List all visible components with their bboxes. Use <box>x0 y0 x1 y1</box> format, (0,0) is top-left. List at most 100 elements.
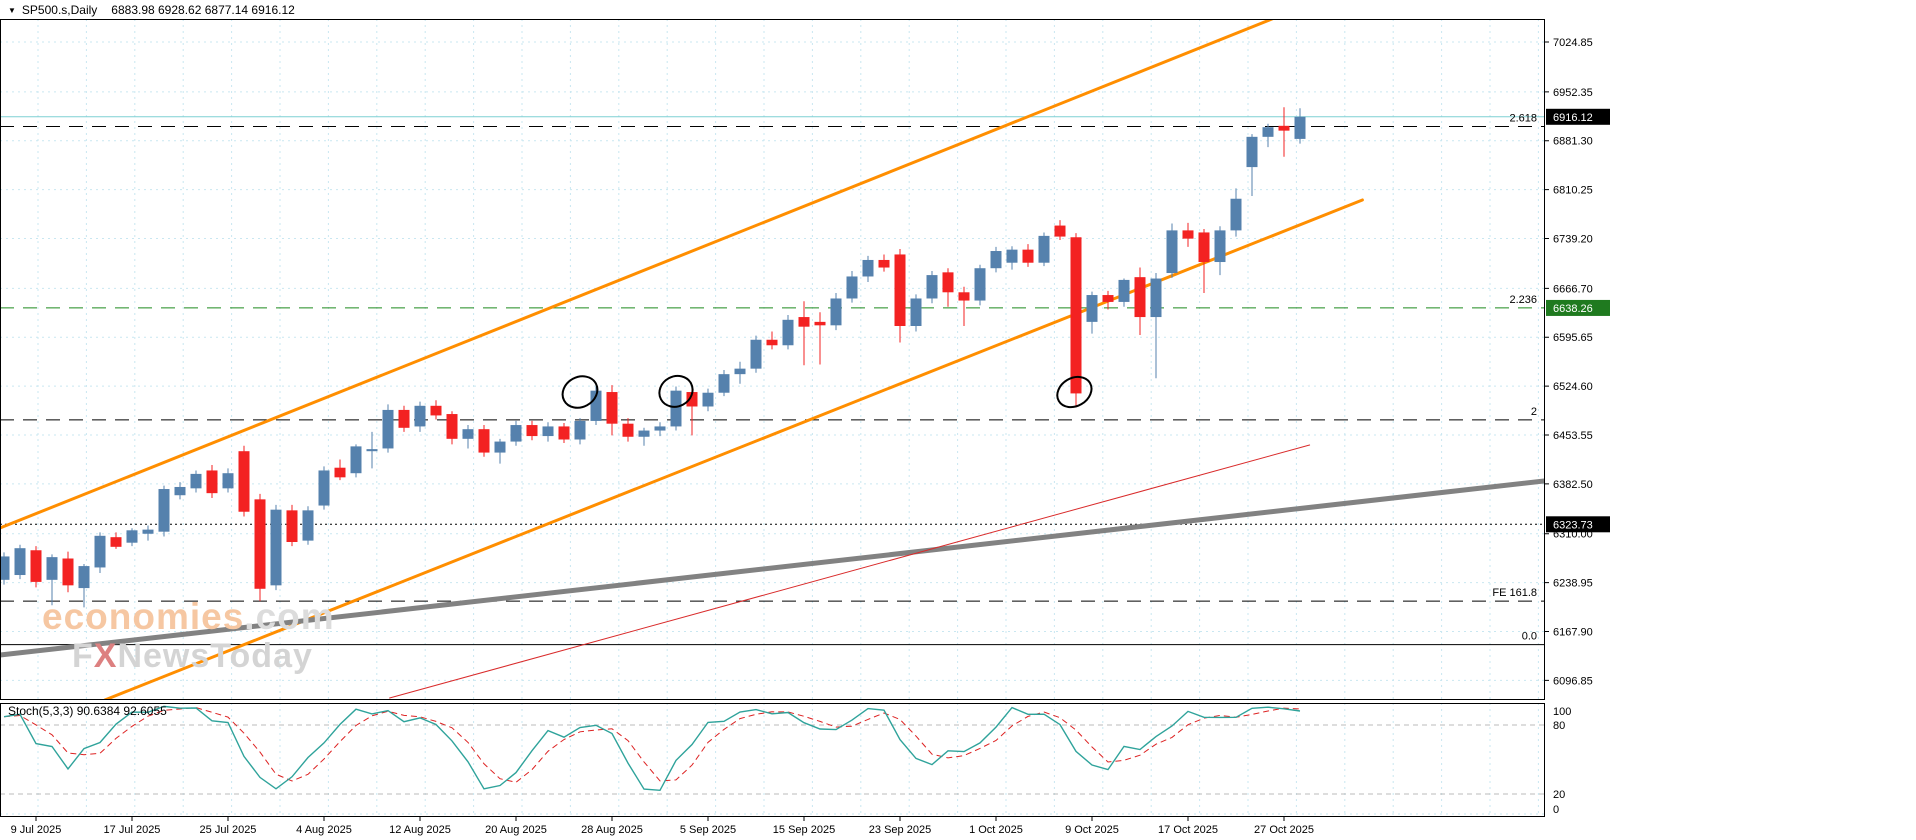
price-axis-label: 6952.35 <box>1553 87 1593 99</box>
candle-body <box>110 537 122 547</box>
candle-body <box>414 405 426 427</box>
candle-body <box>670 390 682 427</box>
candle-body <box>542 426 554 437</box>
candle-body <box>878 259 890 268</box>
level-price-box-green <box>1546 299 1610 316</box>
candle-body <box>814 321 826 326</box>
candle-body <box>526 425 538 437</box>
candle-body <box>942 272 954 293</box>
candle-body <box>910 298 922 326</box>
candle-body <box>654 426 666 431</box>
stoch-signal-line <box>3 707 1301 783</box>
date-label: 17 Oct 2025 <box>1158 824 1218 836</box>
current-price-box <box>1546 108 1610 125</box>
current-price-box-text: 6916.12 <box>1553 112 1593 124</box>
candle-body <box>1262 127 1274 137</box>
trendline-channel-lower[interactable] <box>103 198 1364 700</box>
grid-lines <box>0 19 1545 817</box>
candle-body <box>894 254 906 326</box>
candle-body <box>1054 225 1066 237</box>
candle-body <box>462 429 474 439</box>
candle-body <box>1086 295 1098 322</box>
date-label: 12 Aug 2025 <box>389 824 451 836</box>
candle-body <box>558 426 570 440</box>
candle-body <box>1246 136 1258 168</box>
candle-body <box>750 339 762 369</box>
ellipse-annotation[interactable] <box>1052 371 1097 413</box>
trendline-support-gray[interactable] <box>0 476 1588 658</box>
candle-body <box>126 530 138 543</box>
candle-body <box>510 425 522 442</box>
ellipse-annotations[interactable] <box>557 370 1097 414</box>
candle-body <box>270 509 282 586</box>
date-label: 23 Sep 2025 <box>869 824 931 836</box>
candle-body <box>974 268 986 301</box>
candle-body <box>446 414 458 439</box>
candle-body <box>1102 295 1114 302</box>
price-axis-label: 6595.65 <box>1553 332 1593 344</box>
candle-body <box>1278 125 1290 131</box>
date-label: 25 Jul 2025 <box>200 824 257 836</box>
price-axis-label: 6666.70 <box>1553 283 1593 295</box>
candle-body <box>0 556 10 580</box>
level-price-box-black-text: 6323.73 <box>1553 519 1593 531</box>
price-axis-label: 6382.50 <box>1553 479 1593 491</box>
ellipse-annotation[interactable] <box>654 370 698 412</box>
candle-body <box>430 405 442 416</box>
candle-body <box>494 441 506 453</box>
trendlines[interactable] <box>0 18 1588 700</box>
candle-body <box>190 473 202 489</box>
date-label: 4 Aug 2025 <box>296 824 352 836</box>
candle-body <box>1006 249 1018 263</box>
level-label: 0.0 <box>1522 631 1537 643</box>
price-axis-label: 7024.85 <box>1553 37 1593 49</box>
trendline-channel-upper[interactable] <box>0 18 1276 530</box>
stoch-axis-label: 20 <box>1553 789 1565 801</box>
stoch-axis[interactable]: 100 80 20 0 <box>1553 706 1571 816</box>
candle-body <box>158 489 170 532</box>
stoch-axis-label: 0 <box>1553 804 1559 816</box>
candle-body <box>334 467 346 478</box>
time-axis[interactable]: 9 Jul 2025 17 Jul 2025 25 Jul 2025 4 Aug 20… <box>11 817 1314 836</box>
candle-body <box>478 429 490 453</box>
price-axis[interactable]: 7024.85 6952.35 6881.30 6810.25 6739.20 6666.… <box>1545 37 1610 687</box>
candle-body <box>78 566 90 589</box>
candle-body <box>766 339 778 346</box>
date-label: 27 Oct 2025 <box>1254 824 1314 836</box>
date-label: 17 Jul 2025 <box>104 824 161 836</box>
candle-body <box>30 550 42 582</box>
symbol-dropdown-icon[interactable]: ▼ <box>8 6 16 15</box>
candle-body <box>926 275 938 299</box>
candle-body <box>862 259 874 277</box>
candle-body <box>174 486 186 496</box>
candle-body <box>686 392 698 407</box>
candle-body <box>782 319 794 346</box>
candle-body <box>830 298 842 326</box>
candle-body <box>1150 278 1162 318</box>
candle-body <box>798 317 810 327</box>
candle-body <box>1070 237 1082 394</box>
indicator-label: Stoch(5,3,3) 90.6384 92.6055 <box>8 704 167 718</box>
date-label: 20 Aug 2025 <box>485 824 547 836</box>
date-label: 5 Sep 2025 <box>680 824 736 836</box>
candle-body <box>1134 277 1146 318</box>
candle-body <box>286 510 298 542</box>
date-label: 15 Sep 2025 <box>773 824 835 836</box>
candle-body <box>590 390 602 421</box>
date-label: 9 Oct 2025 <box>1065 824 1119 836</box>
ellipse-annotation[interactable] <box>557 370 603 413</box>
candle-body <box>1230 198 1242 231</box>
price-axis-label: 6739.20 <box>1553 233 1593 245</box>
candle-body <box>846 276 858 299</box>
trendline-support-red[interactable] <box>389 444 1311 699</box>
level-price-box-black <box>1546 516 1610 533</box>
candle-body <box>142 529 154 534</box>
price-axis-label: 6238.95 <box>1553 578 1593 590</box>
candle-body <box>350 446 362 474</box>
candle-body <box>1214 230 1226 263</box>
candle-body <box>94 535 106 568</box>
fibo-level-lines[interactable]: 2.618 2.236 2 FE 161.8 0.0 <box>0 113 1545 646</box>
candle-body <box>734 368 746 375</box>
